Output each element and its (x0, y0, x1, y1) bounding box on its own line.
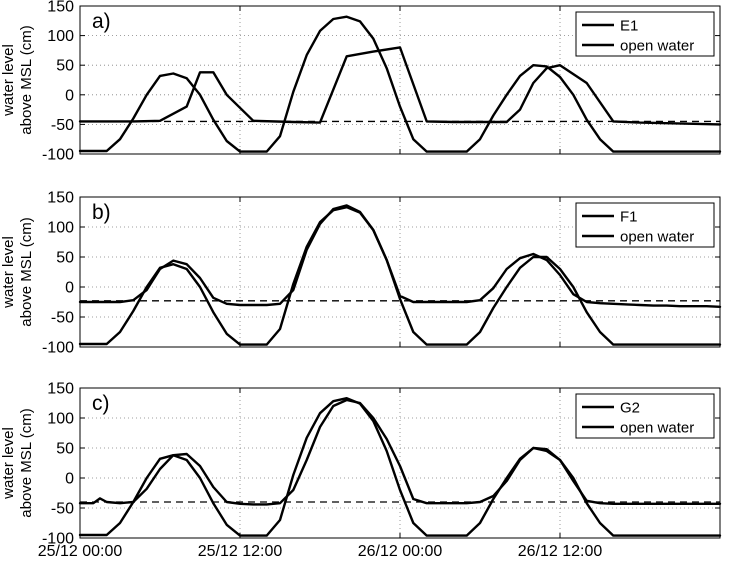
legend: G2 open water (575, 393, 715, 439)
y-tick-label: -50 (51, 117, 74, 134)
y-axis-label: above MSL (cm) (18, 25, 35, 134)
y-tick-label: 100 (47, 28, 74, 45)
y-tick-label: 0 (65, 471, 74, 488)
panel-1: -100 -50 0 50 100 150 a) water level above MSL (… (0, 0, 722, 164)
x-tick-label: 25/12 00:00 (38, 543, 123, 560)
y-tick-label: 100 (47, 220, 74, 237)
x-tick-label: 26/12 00:00 (358, 543, 443, 560)
series-line-open-water (78, 397, 722, 537)
legend-label: E1 (620, 18, 638, 35)
panel-3: -100 -50 0 50 100 150 25/12 00:00 25/12 12:00 26… (0, 381, 722, 560)
panel-label: c) (92, 392, 110, 415)
legend-label: G2 (620, 400, 640, 417)
series-line-open-water (78, 205, 722, 346)
panel-label: a) (92, 10, 111, 33)
y-tick-label: 150 (47, 0, 74, 16)
series-line-station (78, 46, 722, 126)
legend: F1 open water (575, 202, 715, 248)
x-tick-label: 25/12 12:00 (198, 543, 283, 560)
y-tick-label: -50 (51, 310, 74, 327)
y-tick-label: -100 (42, 147, 74, 164)
y-tick-label: 50 (56, 441, 74, 458)
y-tick-label: 0 (65, 87, 74, 104)
panel-label: b) (92, 201, 111, 224)
series-line-open-water (78, 15, 722, 153)
y-tick-label: -100 (42, 340, 74, 357)
legend-label: open water (620, 38, 694, 55)
y-axis-label: water level (0, 44, 17, 117)
legend-box (575, 393, 715, 439)
y-axis-label: above MSL (cm) (18, 217, 35, 326)
y-tick-label: 100 (47, 411, 74, 428)
legend-label: F1 (620, 209, 638, 226)
legend-label: open water (620, 229, 694, 246)
y-tick-label: 50 (56, 58, 74, 75)
y-axis-label: water level (0, 236, 17, 309)
panel-2: -100 -50 0 50 100 150 b) water level above MSL (… (0, 190, 722, 357)
y-tick-label: 50 (56, 250, 74, 267)
y-axis-label: above MSL (cm) (18, 408, 35, 517)
y-axis-label: water level (0, 427, 17, 500)
y-tick-label: -100 (42, 531, 74, 548)
x-tick-label: 26/12 12:00 (518, 543, 603, 560)
legend: E1 open water (575, 11, 715, 57)
y-tick-label: -50 (51, 501, 74, 518)
legend-box (575, 11, 715, 57)
y-tick-label: 150 (47, 381, 74, 398)
y-tick-label: 0 (65, 280, 74, 297)
legend-box (575, 202, 715, 248)
legend-label: open water (620, 420, 694, 437)
y-tick-label: 150 (47, 190, 74, 207)
